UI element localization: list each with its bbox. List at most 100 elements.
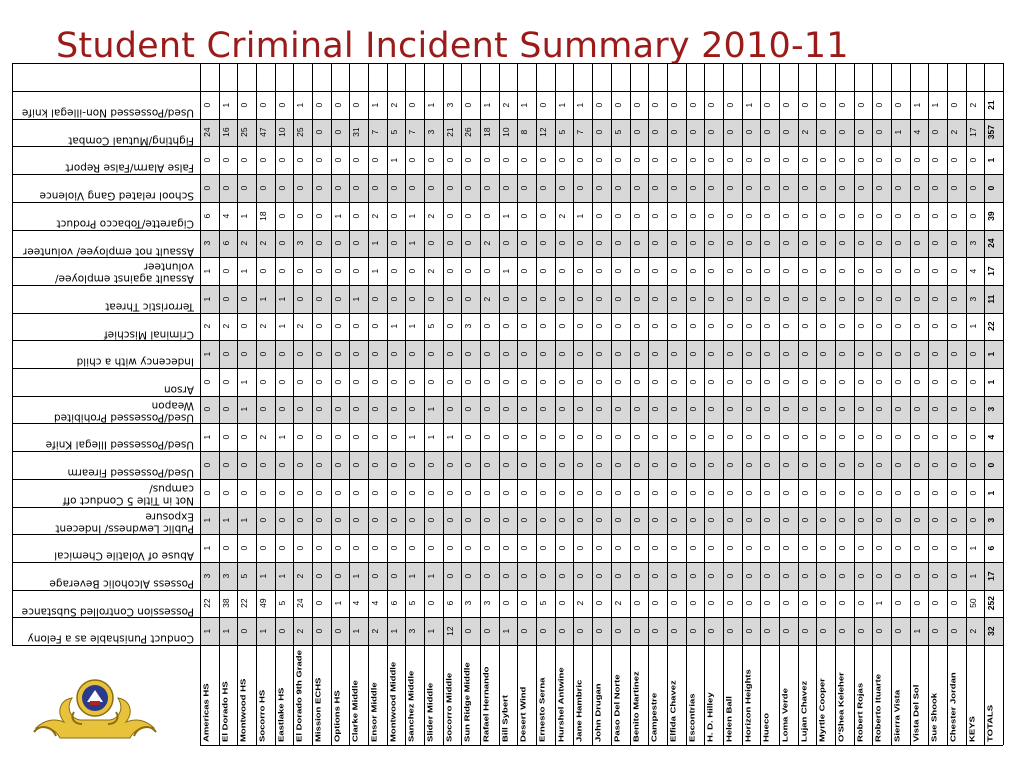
table-cell: 1 — [407, 434, 418, 440]
column-divider — [536, 63, 538, 745]
table-cell: 0 — [332, 573, 343, 579]
table-cell: 0 — [575, 296, 586, 302]
table-cell: 0 — [388, 213, 399, 219]
table-cell: 0 — [351, 185, 362, 191]
table-cell: 0 — [743, 157, 754, 163]
table-cell: 0 — [650, 462, 661, 468]
category-label: Used/Possessed Illegal Knife — [45, 439, 194, 451]
column-divider — [704, 63, 706, 745]
table-cell: 0 — [799, 434, 810, 440]
table-cell: 0 — [892, 573, 903, 579]
row-shading — [200, 174, 1003, 202]
table-cell: 1 — [986, 490, 997, 496]
table-cell: 0 — [276, 490, 287, 496]
row-shading — [200, 395, 1003, 424]
table-cell: 0 — [930, 240, 941, 246]
table-cell: 0 — [295, 157, 306, 163]
category-label: Fighting/Mutual Combat — [68, 134, 194, 146]
table-cell: 0 — [556, 240, 567, 246]
table-cell: 1 — [351, 296, 362, 302]
table-cell: 0 — [743, 434, 754, 440]
table-cell: 0 — [239, 324, 250, 329]
table-cell: 0 — [836, 379, 847, 385]
table-cell: 0 — [724, 213, 735, 219]
table-cell: 1 — [986, 379, 997, 385]
table-cell: 0 — [631, 601, 642, 606]
row-shading — [200, 506, 1003, 535]
table-cell: 0 — [407, 490, 418, 496]
table-cell: 0 — [538, 434, 549, 440]
table-cell: 0 — [594, 601, 605, 606]
table-cell: 0 — [836, 545, 847, 551]
table-cell: 0 — [706, 379, 717, 385]
table-cell: 1 — [426, 434, 437, 440]
table-cell: 4 — [370, 601, 381, 606]
category-label: Arson — [163, 383, 194, 395]
table-cell: 1 — [986, 157, 997, 163]
table-cell: 0 — [407, 379, 418, 385]
table-cell: 0 — [687, 545, 698, 551]
table-cell: 1 — [575, 102, 586, 108]
table-cell: 0 — [762, 185, 773, 191]
table-cell: 0 — [612, 102, 623, 108]
table-cell: 0 — [500, 462, 511, 468]
table-cell: 0 — [706, 324, 717, 329]
school-name: Hueco — [762, 712, 772, 742]
table-cell: 0 — [743, 185, 754, 191]
table-cell: 0 — [911, 462, 922, 468]
table-cell: 25 — [295, 127, 306, 138]
row-divider — [12, 174, 1003, 176]
table-cell: 0 — [780, 407, 791, 412]
table-cell: 0 — [444, 213, 455, 219]
table-cell: 0 — [911, 545, 922, 551]
school-name: Chester Jordan — [948, 672, 958, 742]
table-cell: 0 — [631, 573, 642, 579]
table-cell: 0 — [799, 268, 810, 274]
table-cell: 0 — [650, 434, 661, 440]
table-cell: 0 — [575, 434, 586, 440]
table-cell: 0 — [407, 185, 418, 191]
table-cell: 0 — [818, 517, 829, 523]
table-cell: 0 — [332, 324, 343, 329]
table-cell: 0 — [575, 157, 586, 163]
table-cell: 0 — [818, 324, 829, 329]
table-cell: 0 — [351, 240, 362, 246]
table-cell: 0 — [706, 102, 717, 108]
school-name: Desert Wind — [519, 686, 529, 742]
table-cell: 1 — [332, 601, 343, 606]
school-name: Rafael Hernando — [482, 666, 491, 743]
table-cell: 0 — [463, 296, 474, 302]
table-cell: 0 — [762, 601, 773, 606]
row-divider — [12, 312, 1003, 314]
row-divider — [12, 257, 1003, 259]
table-cell: 0 — [874, 434, 885, 440]
table-cell: 0 — [911, 573, 922, 579]
table-cell: 0 — [444, 517, 455, 523]
table-cell: 1 — [444, 434, 455, 440]
table-cell: 0 — [444, 545, 455, 551]
table-cell: 0 — [538, 351, 549, 357]
table-cell: 0 — [575, 517, 586, 523]
column-divider — [610, 63, 612, 745]
table-cell: 0 — [892, 434, 903, 440]
table-cell: 0 — [668, 628, 679, 634]
table-cell: 0 — [332, 351, 343, 357]
table-cell: 0 — [388, 351, 399, 357]
table-cell: 0 — [426, 351, 437, 357]
table-cell: 0 — [855, 379, 866, 385]
school-name: Horizon Heights — [743, 669, 753, 742]
table-cell: 0 — [370, 157, 381, 163]
table-cell: 0 — [239, 490, 250, 496]
table-cell: 0 — [799, 324, 810, 329]
table-cell: 5 — [612, 130, 623, 135]
table-cell: 0 — [743, 462, 754, 468]
column-divider — [274, 63, 276, 745]
table-cell: 0 — [687, 601, 698, 606]
table-cell: 3 — [407, 628, 418, 634]
table-cell: 0 — [668, 185, 679, 191]
table-cell: 0 — [743, 517, 754, 523]
table-cell: 0 — [724, 517, 735, 523]
table-cell: 0 — [724, 157, 735, 163]
table-cell: 0 — [668, 102, 679, 108]
table-cell: 0 — [818, 490, 829, 496]
